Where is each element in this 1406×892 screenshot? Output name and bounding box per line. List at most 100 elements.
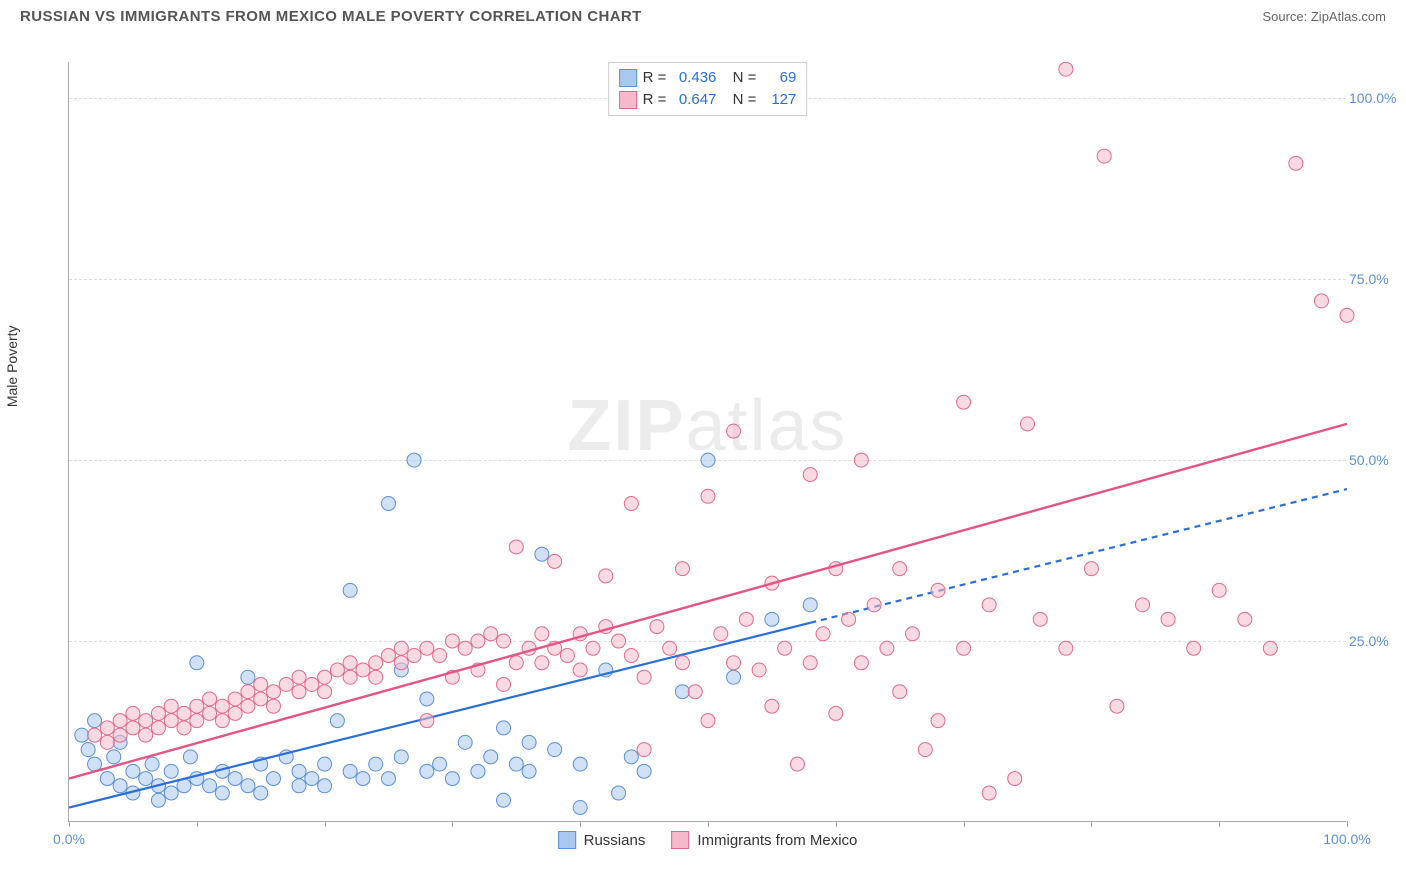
legend-swatch-russians xyxy=(619,69,637,87)
data-point xyxy=(126,764,140,778)
data-point xyxy=(599,569,613,583)
x-tick-label: 100.0% xyxy=(1323,831,1370,847)
trend-line-extrapolated xyxy=(810,489,1347,623)
data-point xyxy=(701,489,715,503)
data-point xyxy=(1187,641,1201,655)
data-point xyxy=(1212,583,1226,597)
data-point xyxy=(867,598,881,612)
data-point xyxy=(382,497,396,511)
data-point xyxy=(727,670,741,684)
source-name: ZipAtlas.com xyxy=(1311,9,1386,24)
data-point xyxy=(369,757,383,771)
data-point xyxy=(318,685,332,699)
data-point xyxy=(88,728,102,742)
data-point xyxy=(164,714,178,728)
data-point xyxy=(1161,612,1175,626)
legend-label-russians: Russians xyxy=(584,832,646,849)
source-attribution: Source: ZipAtlas.com xyxy=(1262,9,1386,24)
data-point xyxy=(714,627,728,641)
data-point xyxy=(893,562,907,576)
data-point xyxy=(535,627,549,641)
stats-row-mexico: R = 0.647 N = 127 xyxy=(619,89,797,111)
data-point xyxy=(727,424,741,438)
data-point xyxy=(139,714,153,728)
data-point xyxy=(790,757,804,771)
r-value-russians: 0.436 xyxy=(672,67,716,89)
data-point xyxy=(164,786,178,800)
data-point xyxy=(145,757,159,771)
data-point xyxy=(318,670,332,684)
stats-legend: R = 0.436 N = 69 R = 0.647 N = 127 xyxy=(608,62,808,116)
data-point xyxy=(330,714,344,728)
data-point xyxy=(190,714,204,728)
data-point xyxy=(305,772,319,786)
data-point xyxy=(548,743,562,757)
data-point xyxy=(203,692,217,706)
data-point xyxy=(445,772,459,786)
data-point xyxy=(433,649,447,663)
data-point xyxy=(177,721,191,735)
data-point xyxy=(803,468,817,482)
data-point xyxy=(81,743,95,757)
data-point xyxy=(100,721,114,735)
data-point xyxy=(509,540,523,554)
data-point xyxy=(560,649,574,663)
data-point xyxy=(739,612,753,626)
legend-swatch-mexico-bottom xyxy=(671,831,689,849)
data-point xyxy=(573,757,587,771)
data-point xyxy=(752,663,766,677)
data-point xyxy=(343,670,357,684)
r-value-mexico: 0.647 xyxy=(672,89,716,111)
scatter-svg xyxy=(69,62,1346,821)
chart-title: RUSSIAN VS IMMIGRANTS FROM MEXICO MALE P… xyxy=(20,8,642,25)
stats-row-russians: R = 0.436 N = 69 xyxy=(619,67,797,89)
data-point xyxy=(1110,699,1124,713)
data-point xyxy=(369,656,383,670)
data-point xyxy=(139,772,153,786)
data-point xyxy=(254,677,268,691)
data-point xyxy=(279,677,293,691)
n-label: N = xyxy=(733,67,757,89)
data-point xyxy=(190,656,204,670)
data-point xyxy=(497,721,511,735)
data-point xyxy=(266,699,280,713)
data-point xyxy=(177,706,191,720)
data-point xyxy=(113,779,127,793)
data-point xyxy=(241,779,255,793)
data-point xyxy=(497,793,511,807)
data-point xyxy=(254,786,268,800)
data-point xyxy=(624,750,638,764)
y-axis-label: Male Poverty xyxy=(4,325,20,407)
data-point xyxy=(765,699,779,713)
data-point xyxy=(535,547,549,561)
data-point xyxy=(688,685,702,699)
data-point xyxy=(305,677,319,691)
data-point xyxy=(1238,612,1252,626)
data-point xyxy=(292,764,306,778)
r-label: R = xyxy=(643,89,667,111)
data-point xyxy=(650,620,664,634)
data-point xyxy=(356,772,370,786)
data-point xyxy=(420,764,434,778)
data-point xyxy=(854,453,868,467)
data-point xyxy=(1340,308,1354,322)
data-point xyxy=(893,685,907,699)
data-point xyxy=(637,764,651,778)
data-point xyxy=(458,641,472,655)
legend-swatch-mexico xyxy=(619,91,637,109)
n-value-russians: 69 xyxy=(762,67,796,89)
data-point xyxy=(151,793,165,807)
data-point xyxy=(203,706,217,720)
data-point xyxy=(522,735,536,749)
data-point xyxy=(727,656,741,670)
data-point xyxy=(433,757,447,771)
data-point xyxy=(203,779,217,793)
data-point xyxy=(458,735,472,749)
data-point xyxy=(931,714,945,728)
y-tick-label: 25.0% xyxy=(1349,633,1404,649)
data-point xyxy=(107,750,121,764)
data-point xyxy=(803,656,817,670)
data-point xyxy=(343,764,357,778)
legend-item-russians: Russians xyxy=(558,831,646,849)
data-point xyxy=(292,685,306,699)
